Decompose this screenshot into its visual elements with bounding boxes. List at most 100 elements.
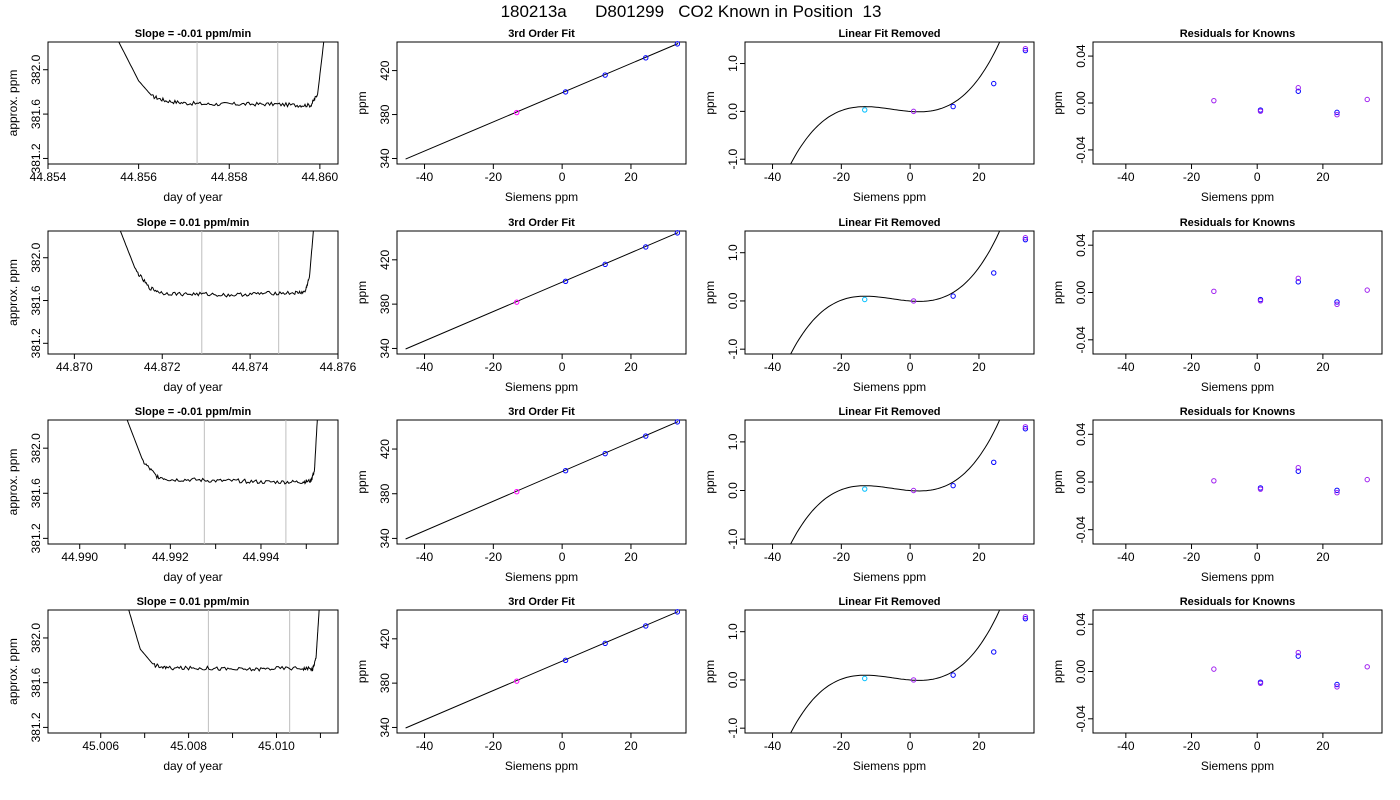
data-point — [862, 107, 868, 113]
y-tick-label: 380 — [378, 294, 392, 314]
panel-title: 3rd Order Fit — [508, 596, 575, 608]
plot-frame — [744, 419, 1035, 545]
y-tick-label: 0.00 — [1074, 470, 1088, 494]
panel-trace-row1: Slope = -0.01 ppm/min 44.854 44.856 44.858 4… — [6, 28, 339, 204]
x-tick-label: 20 — [972, 739, 986, 753]
data-point — [562, 657, 569, 664]
plot-frame — [47, 609, 339, 734]
data-point — [1022, 426, 1029, 432]
x-tick-label: 0 — [907, 550, 914, 564]
data-point — [950, 672, 956, 678]
data-point — [1211, 666, 1217, 672]
panel-grid: Slope = -0.01 ppm/min 44.854 44.856 44.858 4… — [6, 28, 1383, 773]
fit-line — [405, 232, 679, 350]
y-tick-label: 420 — [378, 628, 392, 648]
x-tick-label: -20 — [833, 360, 851, 374]
panel-lfr-row2: Linear Fit Removed -40 -20 0 20 -1.0 0.0 1.0 Sie… — [703, 217, 1035, 394]
x-tick-label: 44.860 — [302, 170, 339, 184]
plot-area — [405, 611, 679, 729]
panel-res-row2: Residuals for Knowns -40 -20 0 20 -0.04 0.00 0.… — [1051, 217, 1383, 394]
x-tick-label: -40 — [764, 170, 782, 184]
y-axis-label: approx. ppm — [6, 449, 20, 516]
y-tick-label: 0.04 — [1074, 612, 1088, 636]
y-tick-label: 0.0 — [726, 292, 740, 309]
x-tick-label: 44.990 — [61, 550, 98, 564]
panel-title: Linear Fit Removed — [838, 217, 940, 229]
x-tick-label: 20 — [1316, 550, 1330, 564]
data-point — [643, 244, 649, 250]
plot-area — [405, 43, 679, 160]
y-tick-label: 0.0 — [726, 103, 740, 120]
data-point — [674, 230, 681, 236]
data-point — [1295, 279, 1301, 285]
y-tick-label: -0.04 — [1074, 136, 1088, 164]
x-tick-label: -20 — [1183, 739, 1201, 753]
data-point — [1295, 88, 1301, 94]
panel-title: Linear Fit Removed — [838, 596, 940, 608]
y-tick-label: 0.04 — [1074, 422, 1088, 446]
data-point — [1334, 299, 1340, 305]
y-tick-label: -0.04 — [1074, 516, 1088, 544]
data-point — [991, 649, 997, 655]
plot-area — [790, 420, 1001, 544]
x-tick-label: 20 — [624, 550, 638, 564]
y-axis-label: ppm — [703, 470, 717, 493]
plot-frame — [396, 419, 687, 545]
x-tick-label: 20 — [624, 739, 638, 753]
y-axis-label: ppm — [1051, 281, 1065, 304]
y-tick-label: 340 — [378, 338, 392, 358]
x-tick-label: -40 — [764, 360, 782, 374]
plot-frame — [1092, 230, 1383, 355]
y-axis-label: ppm — [355, 281, 369, 304]
data-point — [1022, 614, 1029, 620]
data-point — [1334, 109, 1340, 116]
y-tick-label: 340 — [378, 717, 392, 737]
y-tick-label: 381.6 — [29, 99, 43, 129]
plot-frame — [1092, 419, 1383, 545]
y-tick-label: 382.0 — [29, 54, 43, 84]
data-point — [1022, 47, 1029, 54]
plot-frame — [396, 609, 687, 734]
plot-area — [126, 420, 318, 544]
data-point — [643, 433, 649, 439]
panel-trace-row2: Slope = 0.01 ppm/min 44.870 44.872 44.874 44… — [6, 217, 357, 394]
data-point — [1257, 486, 1264, 492]
y-tick-label: -0.04 — [1074, 326, 1088, 354]
panel-trace-row4: Slope = 0.01 ppm/min 45.006 45.008 45.010 38… — [6, 596, 339, 773]
data-point — [602, 640, 608, 647]
x-tick-label: 44.854 — [30, 170, 67, 184]
x-axis-label: day of year — [163, 190, 222, 204]
panel-title: Residuals for Knowns — [1180, 406, 1296, 418]
data-point — [1364, 476, 1370, 483]
data-point — [1022, 45, 1029, 52]
y-axis-label: ppm — [703, 660, 717, 683]
x-tick-label: 45.010 — [258, 739, 295, 753]
plot-frame — [744, 609, 1035, 734]
data-point — [1295, 85, 1301, 91]
x-tick-label: 20 — [1316, 360, 1330, 374]
data-point — [1364, 287, 1370, 293]
y-axis-label: ppm — [355, 660, 369, 683]
panel-title: Slope = 0.01 ppm/min — [137, 217, 250, 229]
y-tick-label: 382.0 — [29, 433, 43, 463]
x-axis-label: day of year — [163, 380, 222, 394]
y-tick-label: 380 — [378, 673, 392, 693]
y-axis-label: ppm — [703, 91, 717, 114]
cubic-curve — [790, 231, 1001, 354]
panel-lfr-row4: Linear Fit Removed -40 -20 0 20 -1.0 0.0 1.0 Sie… — [703, 596, 1035, 773]
x-tick-label: 0 — [907, 360, 914, 374]
y-tick-label: 340 — [378, 148, 392, 168]
data-point — [514, 678, 520, 684]
fit-line — [405, 421, 679, 540]
x-tick-label: -40 — [416, 739, 434, 753]
data-point — [674, 41, 681, 47]
panel-res-row3: Residuals for Knowns -40 -20 0 20 -0.04 0.00 0.… — [1051, 406, 1383, 584]
x-tick-label: -40 — [416, 170, 434, 184]
y-tick-label: 420 — [378, 249, 392, 269]
data-point — [1022, 615, 1029, 622]
data-point — [910, 487, 917, 494]
panel-fit-row4: 3rd Order Fit -40 -20 0 20 340 380 420 Siemens p… — [355, 596, 687, 773]
y-tick-label: -0.04 — [1074, 705, 1088, 733]
data-point — [514, 109, 520, 116]
y-axis-label: approx. ppm — [6, 259, 20, 326]
